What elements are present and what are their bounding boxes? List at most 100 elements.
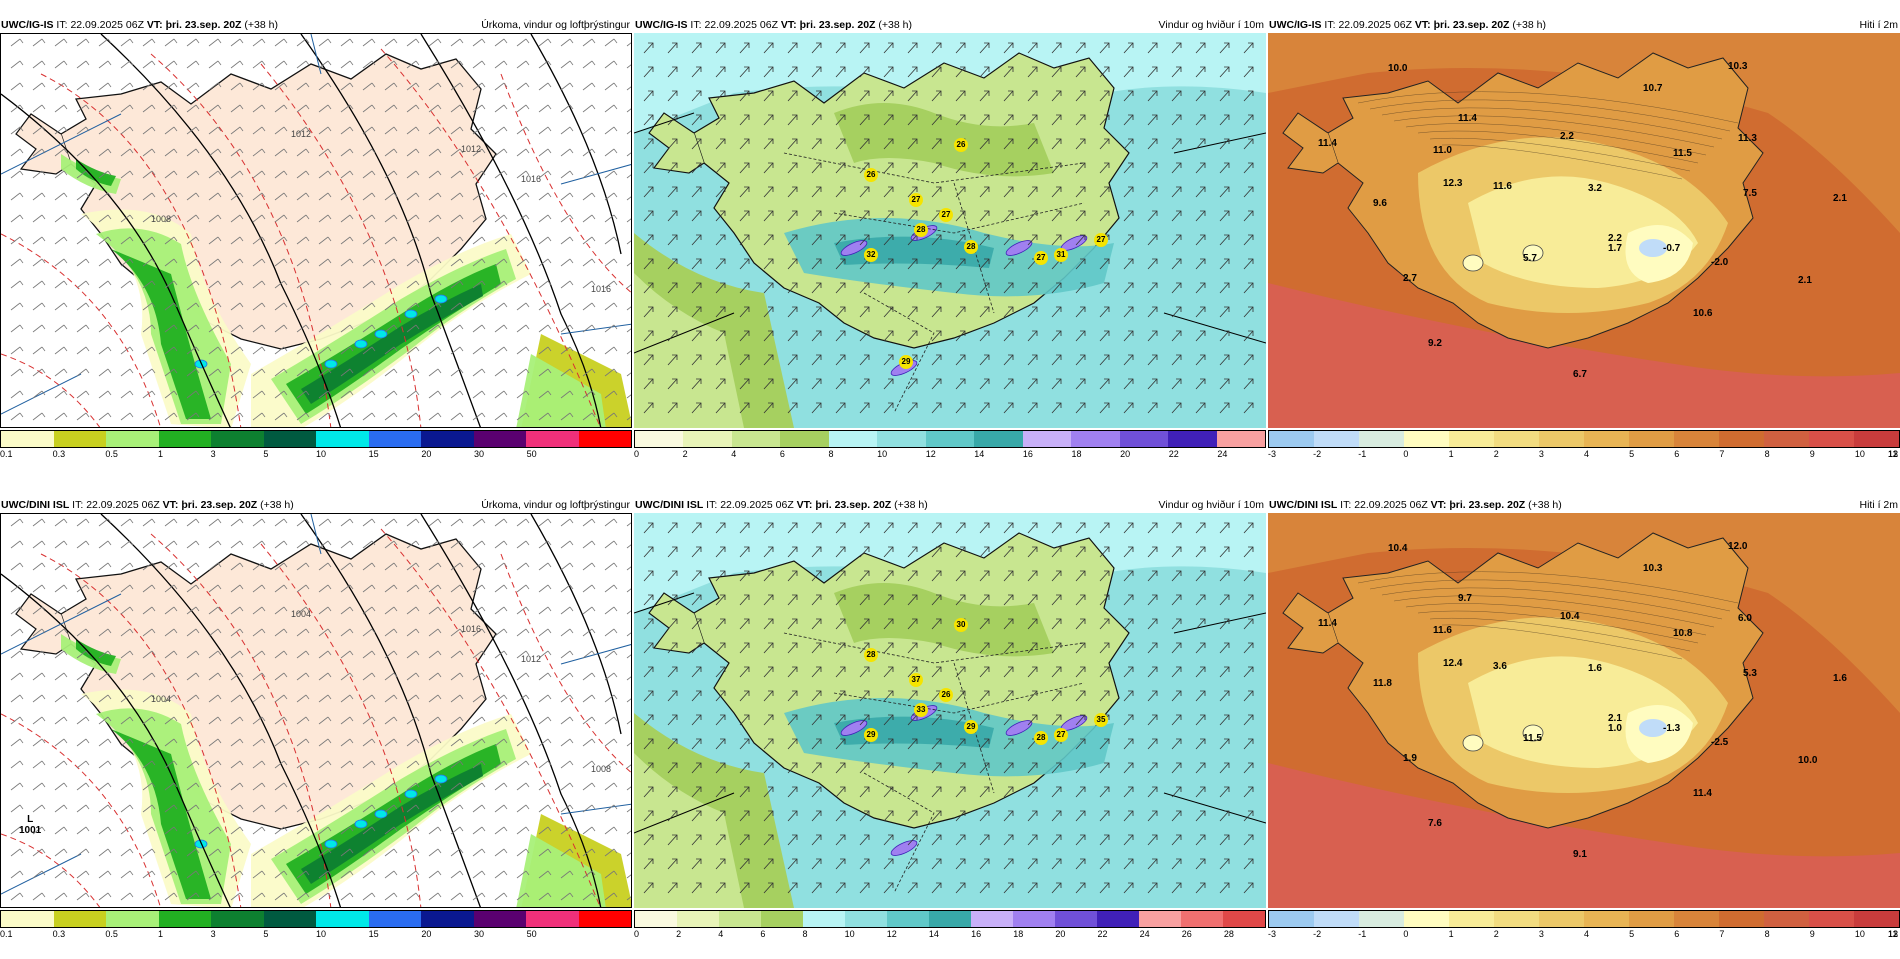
legend-swatch — [845, 911, 887, 927]
legend-swatch — [368, 911, 421, 927]
temperature-label: 6.7 — [1573, 369, 1587, 380]
valid-time-label: VT: — [1430, 499, 1447, 511]
model-source: UWC/IG-IS — [635, 19, 688, 31]
map-canvas: 1012 1016 1016 1012 1008 — [0, 33, 632, 428]
legend-swatch — [971, 911, 1013, 927]
legend-swatch — [1764, 431, 1809, 447]
gust-label: 31 — [1054, 248, 1068, 262]
legend-swatch — [1404, 431, 1449, 447]
legend-swatch — [106, 911, 159, 927]
legend-swatch — [263, 911, 316, 927]
temperature-label: 10.0 — [1798, 755, 1818, 766]
legend-swatch — [1139, 911, 1181, 927]
legend-swatch — [1719, 431, 1764, 447]
product-name: Úrkoma, vindur og loftþrýstingur — [481, 19, 630, 31]
legend-tick-label: 2 — [676, 929, 682, 939]
isobar-label: 1012 — [461, 144, 482, 154]
legend-tick-label: 26 — [1181, 929, 1192, 939]
gust-label: 29 — [964, 720, 978, 734]
init-time: 22.09.2025 06Z — [86, 499, 160, 511]
legend-tick-label: 2 — [1493, 929, 1499, 939]
temperature-label: 2.1 — [1833, 193, 1847, 204]
legend-swatch — [368, 431, 421, 447]
legend-swatch — [1854, 911, 1899, 927]
legend-tick-label: 24 — [1217, 449, 1228, 459]
gust-label: 35 — [1094, 713, 1108, 727]
lead-time: (+38 h) — [894, 499, 928, 511]
temperature-label: 12.4 — [1443, 658, 1463, 669]
init-time: 22.09.2025 06Z — [720, 499, 794, 511]
legend-swatch — [803, 911, 845, 927]
legend-swatch — [1854, 431, 1899, 447]
legend-swatch — [1629, 911, 1674, 927]
legend-swatch — [1013, 911, 1055, 927]
temperature-label: 11.4 — [1318, 138, 1337, 149]
init-time: 22.09.2025 06Z — [70, 19, 144, 31]
legend-tick-label: 18 — [1013, 929, 1024, 939]
legend-tick-label: 5 — [263, 449, 269, 459]
temperature-map — [1268, 513, 1900, 908]
model-source: UWC/IG-IS — [1269, 19, 1322, 31]
legend-swatch — [526, 911, 579, 927]
temperature-label: -2.5 — [1711, 737, 1729, 748]
valid-time: þri. 23.sep. 20Z — [799, 19, 876, 31]
temperature-label: 1.0 — [1608, 723, 1622, 734]
init-time-label: IT: — [72, 499, 84, 511]
gust-label: 27 — [1034, 251, 1048, 265]
temperature-label: 9.2 — [1428, 338, 1442, 349]
legend-ticks: 0 2 4 6 8 10 12 14 16 18 20 22 24 26 28 — [634, 928, 1266, 940]
lead-time: (+38 h) — [878, 19, 912, 31]
temperature-label: 3.6 — [1493, 661, 1507, 672]
legend-tick-label: 10 — [316, 929, 327, 939]
legend-swatch — [158, 911, 211, 927]
isobar-label: 1008 — [591, 764, 612, 774]
legend-tick-label: -2 — [1313, 929, 1322, 939]
wind-map — [634, 33, 1266, 428]
wind-map — [634, 513, 1266, 908]
isobar-label: 1016 — [461, 624, 482, 634]
gust-label: 28 — [964, 240, 978, 254]
legend-tick-label: 3 — [1538, 929, 1544, 939]
map-canvas: 26 26 27 27 28 28 32 31 27 27 29 — [634, 33, 1266, 428]
legend-tick-label: -1 — [1358, 929, 1367, 939]
temperature-label: 11.0 — [1433, 145, 1452, 156]
legend-tick-label: 0 — [1403, 929, 1409, 939]
legend-swatch — [1809, 911, 1854, 927]
temperature-label: 10.6 — [1693, 308, 1713, 319]
temperature-label: -1.3 — [1663, 723, 1681, 734]
legend-tick-label: 0.5 — [105, 449, 118, 459]
temperature-label: 9.7 — [1458, 593, 1472, 604]
gust-label: 26 — [939, 688, 953, 702]
legend-tick-label: 50 — [526, 929, 537, 939]
legend-swatch — [1764, 911, 1809, 927]
legend-tick-label: 0.5 — [105, 929, 118, 939]
gust-label: 26 — [954, 138, 968, 152]
legend-swatch — [1719, 911, 1764, 927]
valid-time-label: VT: — [796, 499, 813, 511]
legend-tick-label: 12 — [886, 929, 897, 939]
legend-bar — [1268, 430, 1900, 448]
legend-swatch — [1168, 431, 1217, 447]
legend-swatch — [1181, 911, 1223, 927]
temperature-label: 1.7 — [1608, 243, 1622, 254]
legend-tick-label: 10 — [877, 449, 888, 459]
legend-swatch — [316, 911, 369, 927]
legend-swatch — [731, 431, 781, 447]
legend-ticks: 0 2 4 6 8 10 12 14 16 18 20 22 24 — [634, 448, 1266, 460]
legend-swatch — [635, 431, 684, 447]
legend-swatch — [53, 911, 106, 927]
legend-tick-label: 30 — [474, 929, 485, 939]
legend-bar — [0, 910, 632, 928]
init-time: 22.09.2025 06Z — [1354, 499, 1428, 511]
legend-tick-label: 11 — [1888, 929, 1898, 939]
lead-time: (+38 h) — [244, 19, 278, 31]
temperature-label: 11.4 — [1693, 788, 1712, 799]
legend-bar — [634, 430, 1266, 448]
temperature-label: 2.7 — [1403, 273, 1417, 284]
legend-tick-label: 11 — [1888, 449, 1898, 459]
legend-tick-label: 20 — [1055, 929, 1066, 939]
panel-run-info: UWC/IG-IS IT: 22.09.2025 06Z VT: þri. 23… — [1, 18, 278, 32]
legend-tick-label: 3 — [210, 929, 216, 939]
legend-tick-label: 16 — [1022, 449, 1033, 459]
color-legend: 0 2 4 6 8 10 12 14 16 18 20 22 24 — [634, 430, 1266, 460]
